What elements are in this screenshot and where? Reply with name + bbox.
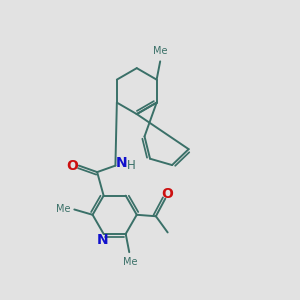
Text: Me: Me xyxy=(56,204,71,214)
Text: O: O xyxy=(162,187,174,201)
Text: Me: Me xyxy=(153,46,167,56)
Text: O: O xyxy=(67,159,78,172)
Text: N: N xyxy=(97,233,109,248)
Text: Me: Me xyxy=(124,257,138,268)
Text: H: H xyxy=(127,158,135,172)
Text: N: N xyxy=(116,156,128,170)
